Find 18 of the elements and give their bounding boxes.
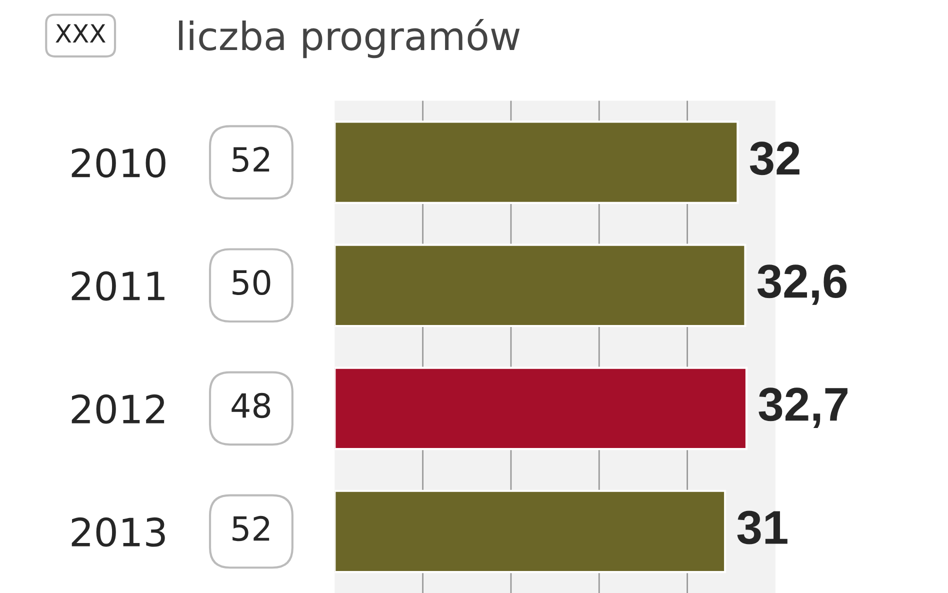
y-tick-label: 2011: [72, 271, 164, 301]
text: liczba programów: [179, 18, 520, 58]
y-tick-label: 2012: [72, 394, 164, 424]
y-tick-label: 2010: [72, 148, 166, 178]
text: 52: [232, 516, 270, 542]
y-tick-label: 2013: [72, 517, 165, 547]
text: 48: [232, 392, 270, 418]
bar: [334, 366, 748, 450]
data-label: 32,6: [757, 264, 847, 305]
text: XXX: [56, 24, 106, 42]
bar: [334, 490, 726, 574]
bar: [334, 244, 746, 328]
data-label: 31: [737, 510, 788, 544]
data-label: 32,7: [758, 388, 848, 428]
text: 50: [232, 270, 270, 296]
data-label: 32: [750, 142, 800, 176]
text: 52: [232, 146, 270, 172]
bar: [334, 120, 739, 204]
